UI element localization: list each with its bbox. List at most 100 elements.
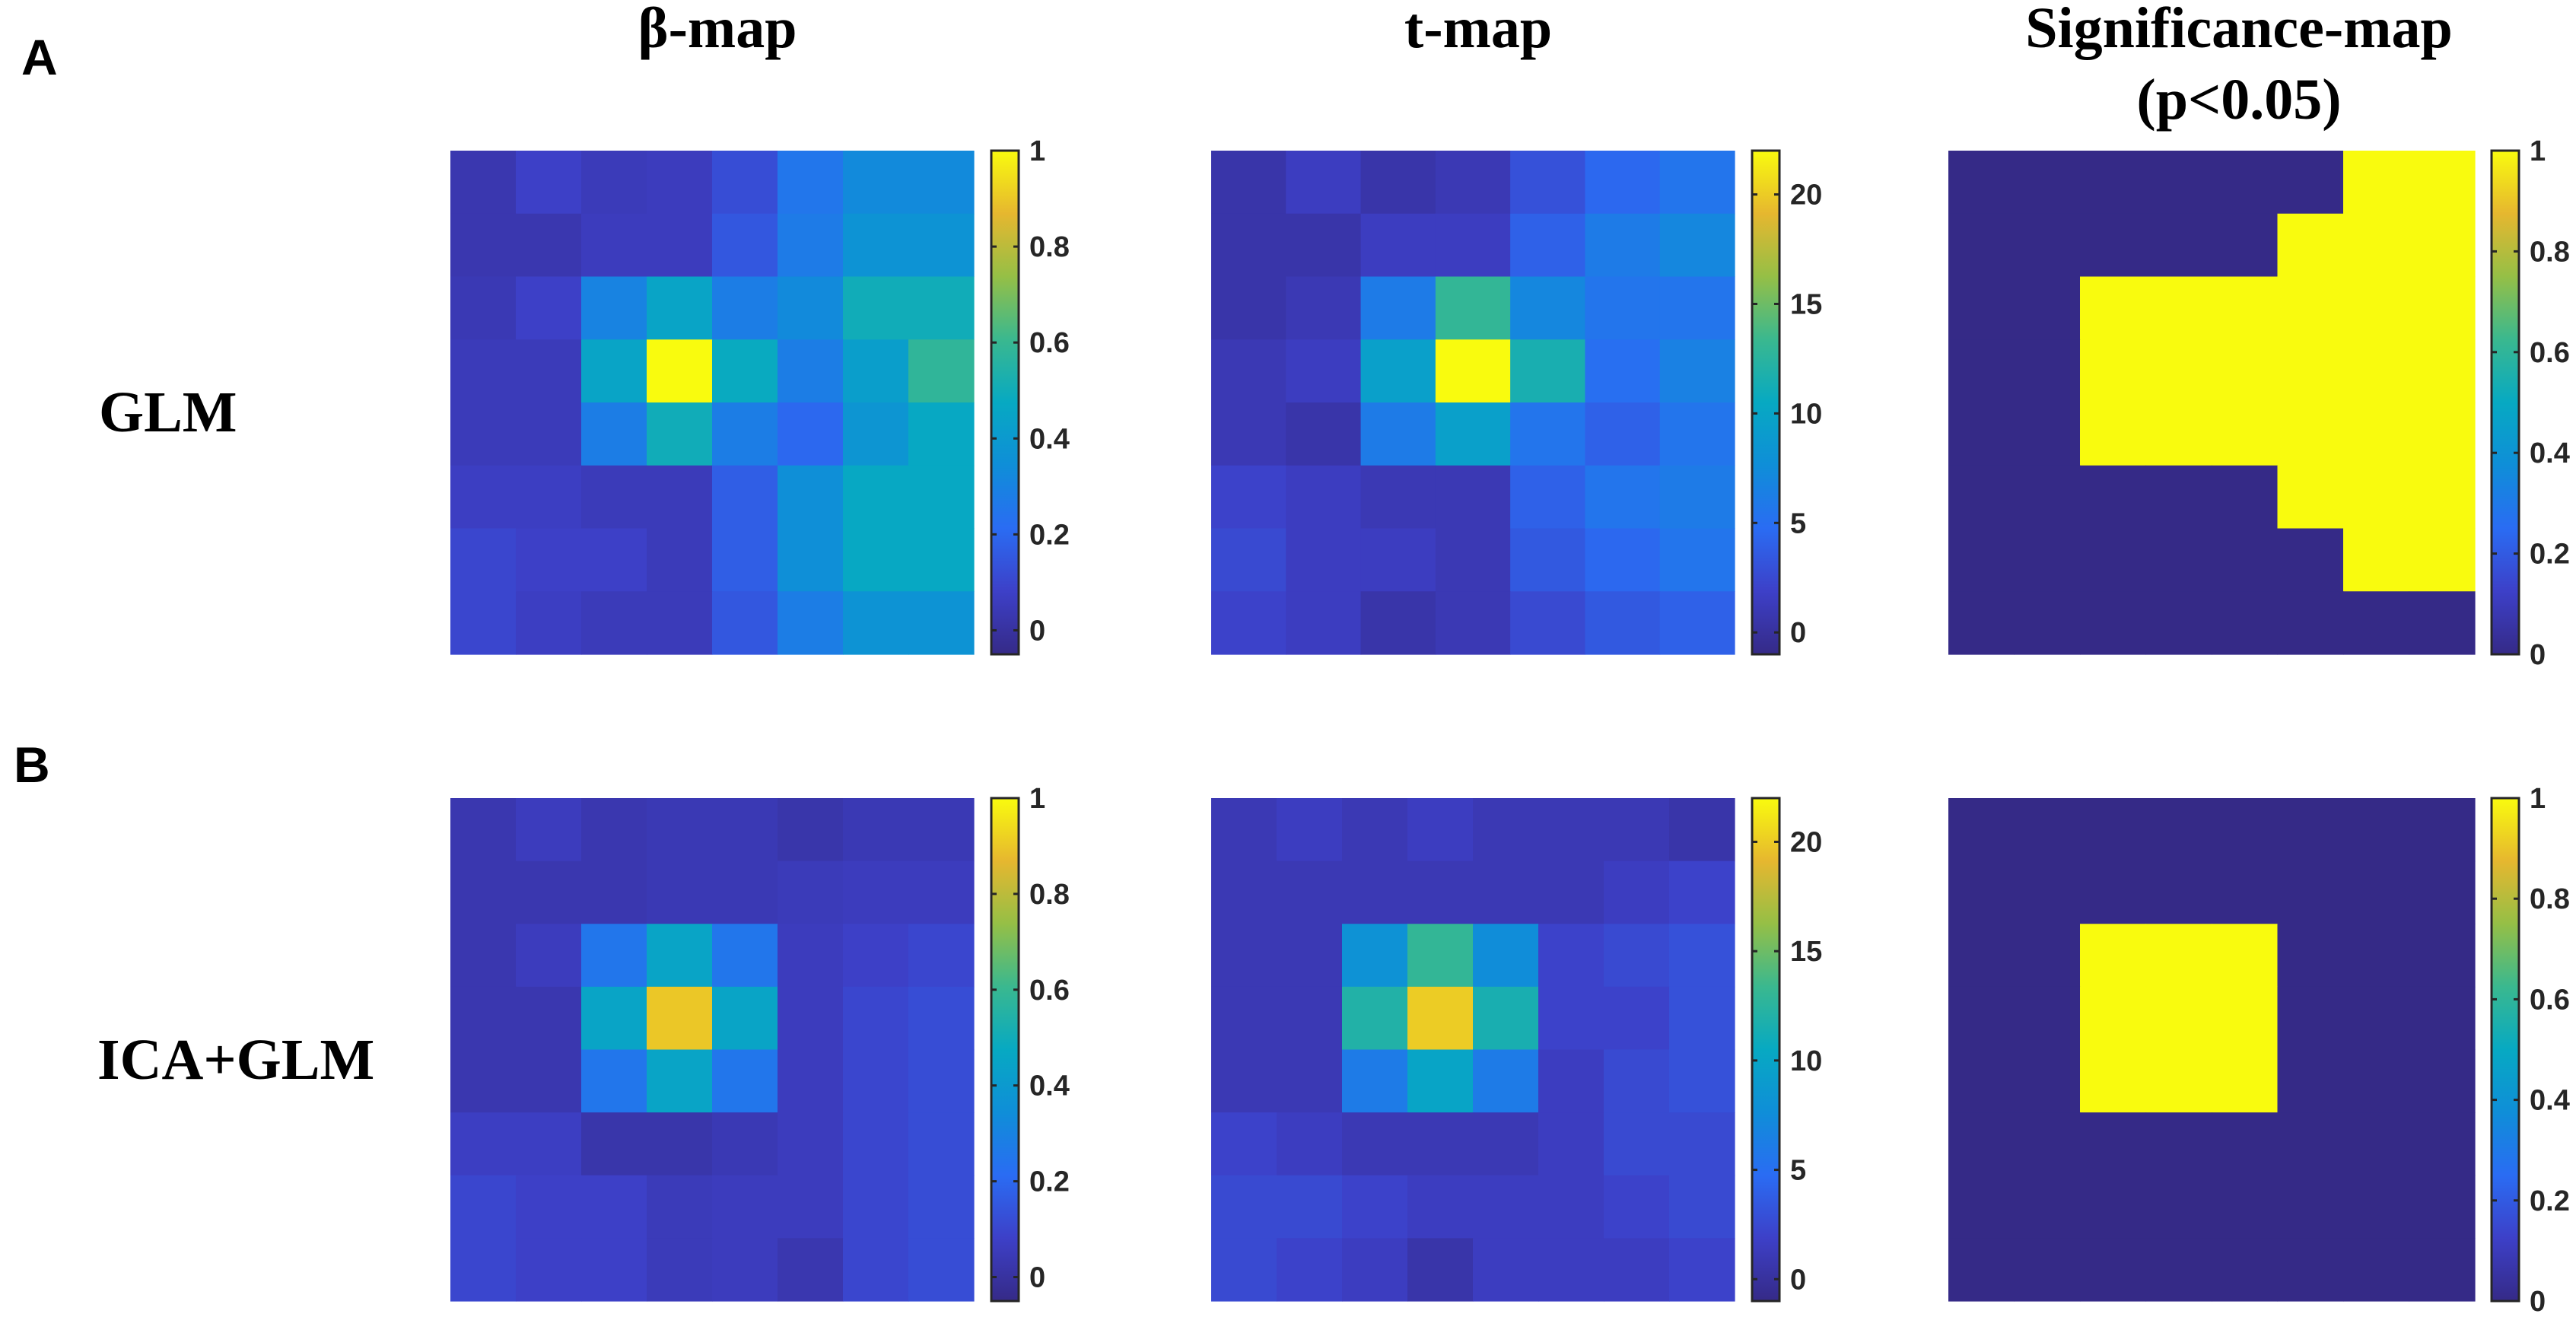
colorbar [990,797,1020,1303]
heatmap-cell [2145,924,2212,988]
colorbar-tick-label: 5 [1790,1155,1806,1187]
heatmap-cell [2145,465,2212,530]
heatmap-cell [1211,339,1286,403]
heatmap-cell [778,798,844,862]
heatmap-cell [2212,798,2279,862]
heatmap-cell [2343,1049,2410,1113]
colorbar-tick-label: 1 [2530,783,2546,815]
heatmap-cell [2014,924,2081,988]
heatmap-panel: 0 5 10 15 20 [1211,149,1822,656]
heatmap-cell [2277,924,2344,988]
row-label-glm: GLM [99,380,237,444]
heatmap-cell [1211,1175,1277,1239]
heatmap-cell [2014,1175,2081,1239]
heatmap-cell [712,465,778,530]
heatmap-cell [516,276,582,340]
heatmap-cell [843,591,909,655]
heatmap-cell [2014,1112,2081,1176]
heatmap-cell [647,213,713,278]
heatmap-cell [1604,1049,1670,1113]
heatmap-cell [1435,151,1511,215]
heatmap-cell [1510,402,1586,466]
heatmap-cell [1669,798,1735,862]
heatmap-cell [778,1238,844,1302]
colorbar-tick-label: 20 [1790,180,1822,212]
heatmap-cell [1360,402,1436,466]
heatmap-cell [908,986,975,1051]
heatmap-cell [647,1238,713,1302]
heatmap-cell [1286,339,1362,403]
column-title-beta-map: β-map [638,0,797,60]
heatmap-cell [1659,402,1735,466]
heatmap-cell [2409,465,2476,530]
heatmap-cell [712,798,778,862]
heatmap-cell [581,402,647,466]
heatmap-cell [843,276,909,340]
heatmap-cell [1277,1238,1343,1302]
heatmap-cell [647,276,713,340]
heatmap-cell [2014,339,2081,403]
heatmap-cell [516,402,582,466]
heatmap-cell [647,1112,713,1176]
heatmap-cell [1342,798,1408,862]
heatmap-cell [1510,465,1586,530]
heatmap-cell [647,1175,713,1239]
heatmap-cell [778,986,844,1051]
heatmap-cell [2014,861,2081,924]
heatmap-cell [1604,798,1670,862]
heatmap-cell [2212,339,2279,403]
heatmap-cell [2343,1175,2410,1239]
colorbar-tick-label: 0.4 [1029,423,1070,455]
heatmap-cell [450,591,517,655]
heatmap-cell [647,798,713,862]
heatmap-cell [1948,213,2015,278]
heatmap-cell [647,465,713,530]
heatmap-cell [2409,402,2476,466]
colorbar-tick-label: 5 [1790,507,1806,539]
heatmap-cell [712,591,778,655]
heatmap-cell [2080,213,2147,278]
heatmap-cell [2409,151,2476,215]
heatmap-cell [908,276,975,340]
heatmap-cell [2080,924,2147,988]
heatmap-cell [1360,276,1436,340]
heatmap-cell [581,986,647,1051]
heatmap-cell [1211,591,1286,655]
heatmap-cell [2277,798,2344,862]
heatmap-cell [1211,465,1286,530]
heatmap-cell [908,339,975,403]
colorbar [2490,149,2520,656]
heatmap-cell [1585,465,1661,530]
heatmap-cell [2409,1238,2476,1302]
heatmap-cell [778,1112,844,1176]
heatmap-cell [1659,465,1735,530]
heatmap-cell [1360,339,1436,403]
heatmap-cell [908,1112,975,1176]
heatmap-cell [1407,924,1474,988]
heatmap-cell [450,924,517,988]
heatmap-cell [1211,276,1286,340]
heatmap-cell [1277,798,1343,862]
heatmap-cell [647,402,713,466]
heatmap-cell [843,1175,909,1239]
colorbar-tick-label: 0 [2530,639,2546,671]
heatmap-cell [2277,1238,2344,1302]
heatmap-cell [1435,402,1511,466]
heatmap-cell [647,151,713,215]
heatmap-cell [1948,402,2015,466]
heatmap-cell [1604,861,1670,924]
heatmap-cell [2212,151,2279,215]
heatmap-cell [1360,213,1436,278]
heatmap-cell [450,861,517,924]
heatmap-cell [2409,861,2476,924]
heatmap-cell [1585,402,1661,466]
colorbar-tick-label: 0.4 [2530,437,2570,469]
heatmap-cell [647,986,713,1051]
heatmap-cell [2409,924,2476,988]
heatmap-cell [1277,861,1343,924]
heatmap-cell [1435,465,1511,530]
heatmap-cell [2212,986,2279,1051]
heatmap-cell [2080,528,2147,592]
heatmap-cell [2145,276,2212,340]
